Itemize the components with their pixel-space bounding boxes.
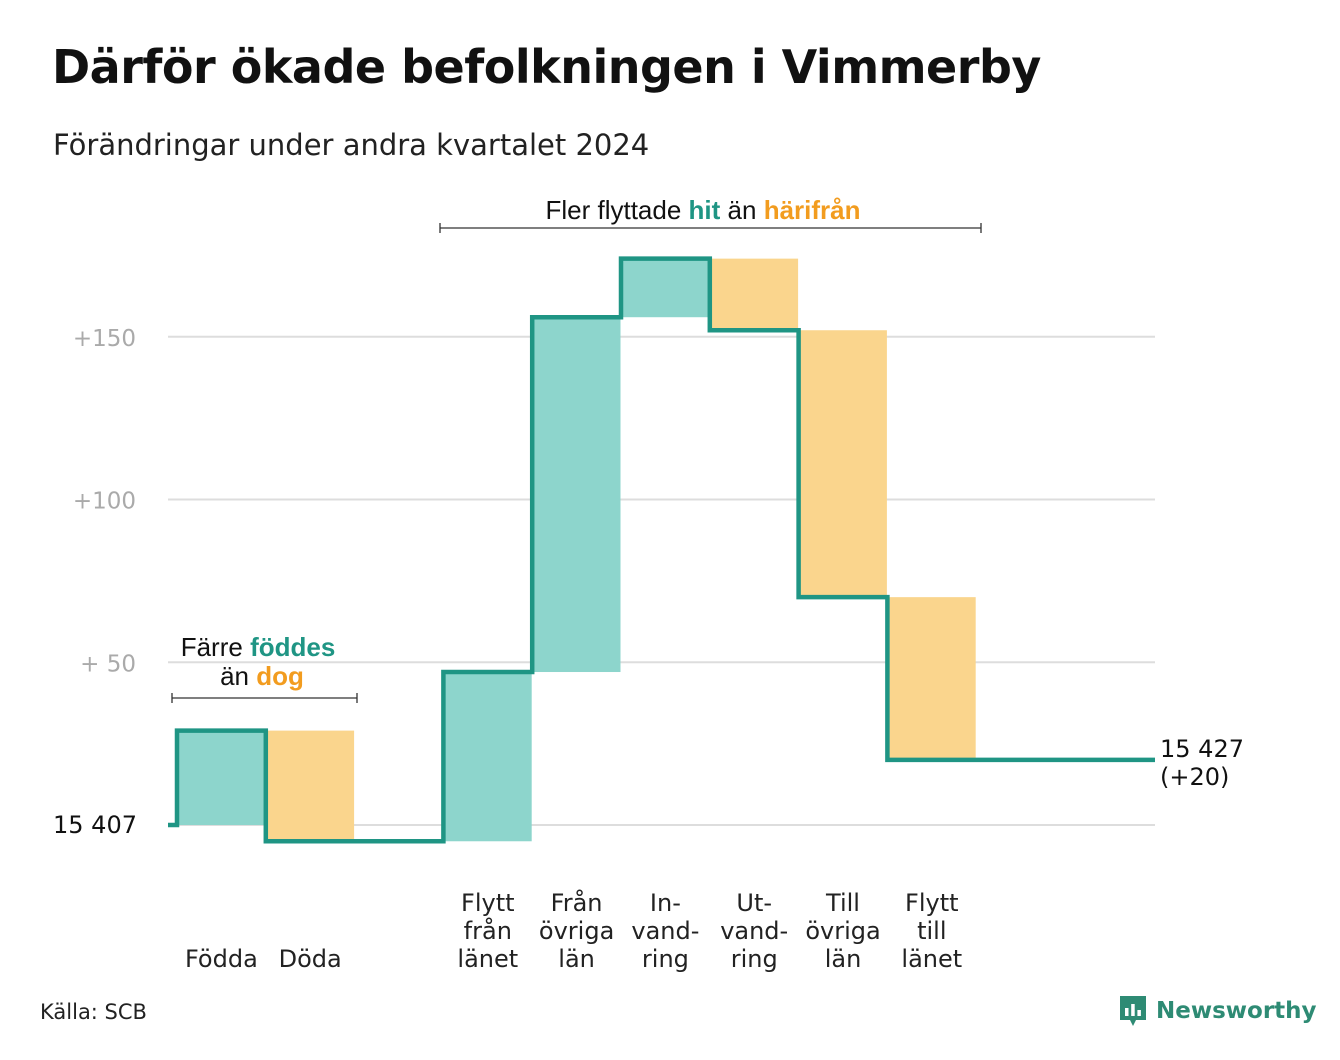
category-label: Döda: [279, 945, 342, 973]
chart-title: Därför ökade befolkningen i Vimmerby: [52, 40, 1041, 94]
category-label: Flytt: [461, 889, 515, 917]
y-tick-label: + 50: [80, 651, 136, 677]
waterfall-bar: [265, 730, 355, 842]
category-label: till: [917, 917, 946, 945]
annotation-births-line2: än dog: [220, 661, 304, 691]
category-label: länet: [901, 945, 962, 973]
brand-logo: Newsworthy: [1118, 994, 1317, 1028]
category-label: länet: [457, 945, 518, 973]
category-label: från: [464, 916, 512, 945]
annotation-migration-middle: än: [728, 195, 757, 225]
annotation-migration-harifran: härifrån: [764, 195, 861, 225]
category-label: Födda: [185, 945, 258, 973]
category-label: Från: [551, 888, 603, 917]
waterfall-bar: [709, 258, 799, 331]
category-label: vand-: [631, 917, 699, 945]
category-label: län: [558, 945, 595, 973]
category-label: ring: [731, 945, 778, 973]
annotation-migration-hit: hit: [689, 195, 721, 225]
annotation-migration-bracket: [439, 223, 982, 233]
step-line-path: [168, 256, 1155, 844]
end-change-label: (+20): [1160, 763, 1229, 791]
y-tick-label: +100: [73, 489, 136, 515]
y-tick-label: +150: [73, 326, 136, 352]
category-label: Till: [825, 889, 860, 917]
category-label: län: [825, 945, 862, 973]
bars: [177, 258, 976, 842]
category-label: Flytt: [905, 889, 959, 917]
annotations: Färre föddes än dog Fler flyttade hit än…: [171, 195, 982, 703]
annotation-migration: Fler flyttade hit än härifrån: [545, 195, 860, 225]
waterfall-bar: [621, 258, 710, 318]
category-label: vand-: [720, 917, 788, 945]
waterfall-bar: [887, 597, 976, 760]
annotation-births-line1: Färre föddes: [181, 632, 336, 662]
waterfall-bar: [532, 317, 621, 673]
waterfall-bar: [443, 672, 532, 842]
source-note: Källa: SCB: [40, 1000, 147, 1024]
category-label: ring: [642, 945, 689, 973]
category-label: In-: [650, 889, 681, 917]
newsworthy-logo-icon: [1120, 996, 1146, 1026]
brand-name: Newsworthy: [1156, 998, 1317, 1024]
waterfall-bar: [177, 730, 266, 825]
annotation-births-prefix2: än: [220, 661, 249, 691]
annotation-births-highlight2: dog: [256, 661, 304, 691]
end-value-label: 15 427: [1160, 735, 1244, 763]
chart-subtitle: Förändringar under andra kvartalet 2024: [53, 128, 650, 162]
annotation-migration-prefix: Fler flyttade: [545, 195, 681, 225]
start-value-label: 15 407: [53, 811, 137, 839]
category-label: Ut-: [736, 889, 772, 917]
step-line: [168, 256, 1155, 844]
annotation-births-prefix: Färre: [181, 632, 243, 662]
category-label: övriga: [805, 917, 880, 945]
category-label: övriga: [539, 917, 614, 945]
annotation-births-highlight: föddes: [250, 632, 335, 662]
annotation-births-bracket: [171, 693, 358, 703]
waterfall-bar: [798, 330, 887, 598]
